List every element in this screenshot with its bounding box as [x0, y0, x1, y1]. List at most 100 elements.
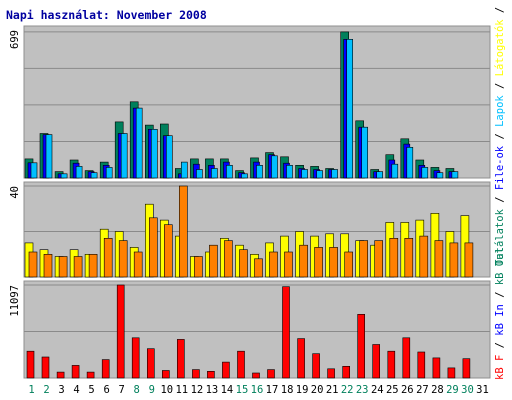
bar-lapok-day-2 — [45, 134, 53, 179]
bar-lapok-day-1 — [30, 162, 38, 179]
panel-3: 11097 — [9, 280, 491, 379]
bar-kb-f-day-4 — [71, 365, 80, 379]
legend-segment: Látogatók — [494, 19, 506, 77]
x-tick-label: 19 — [296, 384, 309, 396]
bar-lapok-day-4 — [75, 166, 83, 179]
x-tick-label: 31 — [476, 384, 489, 396]
bar-oldalak-day-10 — [164, 224, 173, 278]
x-tick-label: 12 — [191, 384, 204, 396]
bar-kb-f-day-2 — [41, 356, 50, 379]
bar-kb-f-day-15 — [237, 350, 245, 379]
bar-lapok-day-20 — [316, 170, 323, 179]
bar-oldalak-day-12 — [194, 256, 203, 278]
x-tick-label: 13 — [206, 384, 219, 396]
bar-lapok-day-19 — [301, 169, 308, 179]
bar-kb-f-day-20 — [312, 353, 320, 379]
bar-kb-f-day-21 — [327, 368, 335, 379]
panel-background — [23, 25, 491, 179]
bar-lapok-day-23 — [361, 126, 369, 179]
legend-segment: / — [494, 127, 506, 146]
bar-oldalak-day-8 — [133, 251, 143, 278]
bar-oldalak-day-15 — [239, 249, 248, 278]
bar-kb-f-day-3 — [56, 371, 65, 379]
legend-segment: / — [494, 76, 506, 95]
bar-oldalak-day-21 — [329, 247, 338, 278]
panel-background — [23, 280, 491, 379]
legend-segment: / — [494, 0, 506, 19]
bar-lapok-day-5 — [90, 172, 98, 179]
bar-lapok-day-13 — [211, 168, 218, 179]
x-tick-label: 25 — [386, 384, 399, 396]
bar-oldalak-day-26 — [404, 238, 414, 278]
bar-lapok-day-8 — [135, 107, 143, 179]
x-tick-label: 4 — [73, 384, 79, 396]
legend-segment: / — [494, 190, 506, 209]
bar-lapok-day-7 — [120, 133, 128, 179]
x-tick-label: 16 — [251, 384, 264, 396]
x-tick-label: 20 — [311, 384, 324, 396]
bar-oldalak-day-5 — [88, 254, 98, 278]
x-tick-label: 8 — [134, 384, 140, 396]
bar-lapok-day-16 — [256, 165, 263, 179]
chart-title: Napi használat: November 2008 — [6, 8, 207, 22]
bar-lapok-day-26 — [406, 147, 414, 179]
bar-lapok-day-6 — [105, 167, 113, 179]
x-tick-label: 6 — [104, 384, 110, 396]
bar-oldalak-day-3 — [58, 256, 68, 278]
x-tick-label: 26 — [401, 384, 414, 396]
bar-kb-f-day-5 — [86, 371, 95, 379]
bar-lapok-day-24 — [376, 171, 384, 179]
bar-oldalak-day-20 — [314, 247, 323, 278]
bar-kb-f-day-23 — [357, 313, 366, 379]
legend-segment: / — [494, 336, 506, 355]
bar-lapok-day-28 — [436, 172, 444, 179]
bar-kb-f-day-11 — [177, 339, 185, 379]
bar-oldalak-day-7 — [118, 240, 128, 278]
bar-kb-f-day-12 — [192, 369, 200, 379]
bar-oldalak-day-16 — [254, 258, 263, 278]
legend-segment: kB F — [494, 355, 506, 380]
x-tick-label: 17 — [266, 384, 279, 396]
x-tick-label: 28 — [431, 384, 444, 396]
bar-kb-f-day-10 — [162, 370, 170, 379]
bar-lapok-day-14 — [226, 165, 233, 179]
bar-oldalak-day-28 — [434, 240, 444, 278]
x-tick-label: 2 — [43, 384, 49, 396]
bar-lapok-day-21 — [331, 169, 338, 179]
legend-segment: kB In — [494, 304, 506, 336]
bar-lapok-day-10 — [166, 135, 173, 179]
bar-oldalak-day-18 — [284, 251, 293, 278]
bar-oldalak-day-1 — [28, 251, 38, 278]
bar-kb-f-day-6 — [101, 359, 110, 379]
bar-oldalak-day-24 — [374, 240, 384, 278]
y-axis-max-label: 11097 — [9, 285, 21, 317]
bar-oldalak-day-6 — [103, 238, 113, 278]
bar-lapok-day-29 — [451, 171, 459, 179]
bar-oldalak-day-13 — [209, 244, 218, 278]
x-tick-label: 18 — [281, 384, 294, 396]
y-axis-max-label: 40 — [9, 186, 21, 199]
legend-top-series: Találatok / File-ok / Lapok / Látogatók … — [494, 0, 506, 266]
bar-kb-f-day-26 — [402, 337, 411, 379]
bar-kb-f-day-25 — [387, 350, 396, 379]
bar-kb-f-day-17 — [267, 369, 275, 379]
bar-lapok-day-22 — [346, 38, 354, 179]
bar-kb-f-day-13 — [207, 370, 215, 379]
bar-lapok-day-3 — [60, 173, 68, 179]
bar-kb-f-day-28 — [432, 357, 441, 379]
x-tick-label: 22 — [341, 384, 354, 396]
x-tick-label: 29 — [446, 384, 459, 396]
panel-1: 699 — [9, 25, 491, 179]
bar-lapok-day-11 — [181, 161, 188, 179]
bar-lapok-day-25 — [391, 163, 399, 179]
x-tick-label: 9 — [149, 384, 155, 396]
bar-oldalak-day-30 — [464, 242, 474, 278]
bar-oldalak-day-11 — [179, 185, 188, 278]
bar-oldalak-day-19 — [299, 244, 308, 278]
bar-oldalak-day-27 — [419, 235, 429, 278]
bar-kb-f-day-29 — [447, 367, 456, 379]
bar-lapok-day-9 — [151, 129, 158, 179]
bar-kb-f-day-30 — [462, 358, 471, 379]
bar-oldalak-day-4 — [73, 256, 83, 278]
